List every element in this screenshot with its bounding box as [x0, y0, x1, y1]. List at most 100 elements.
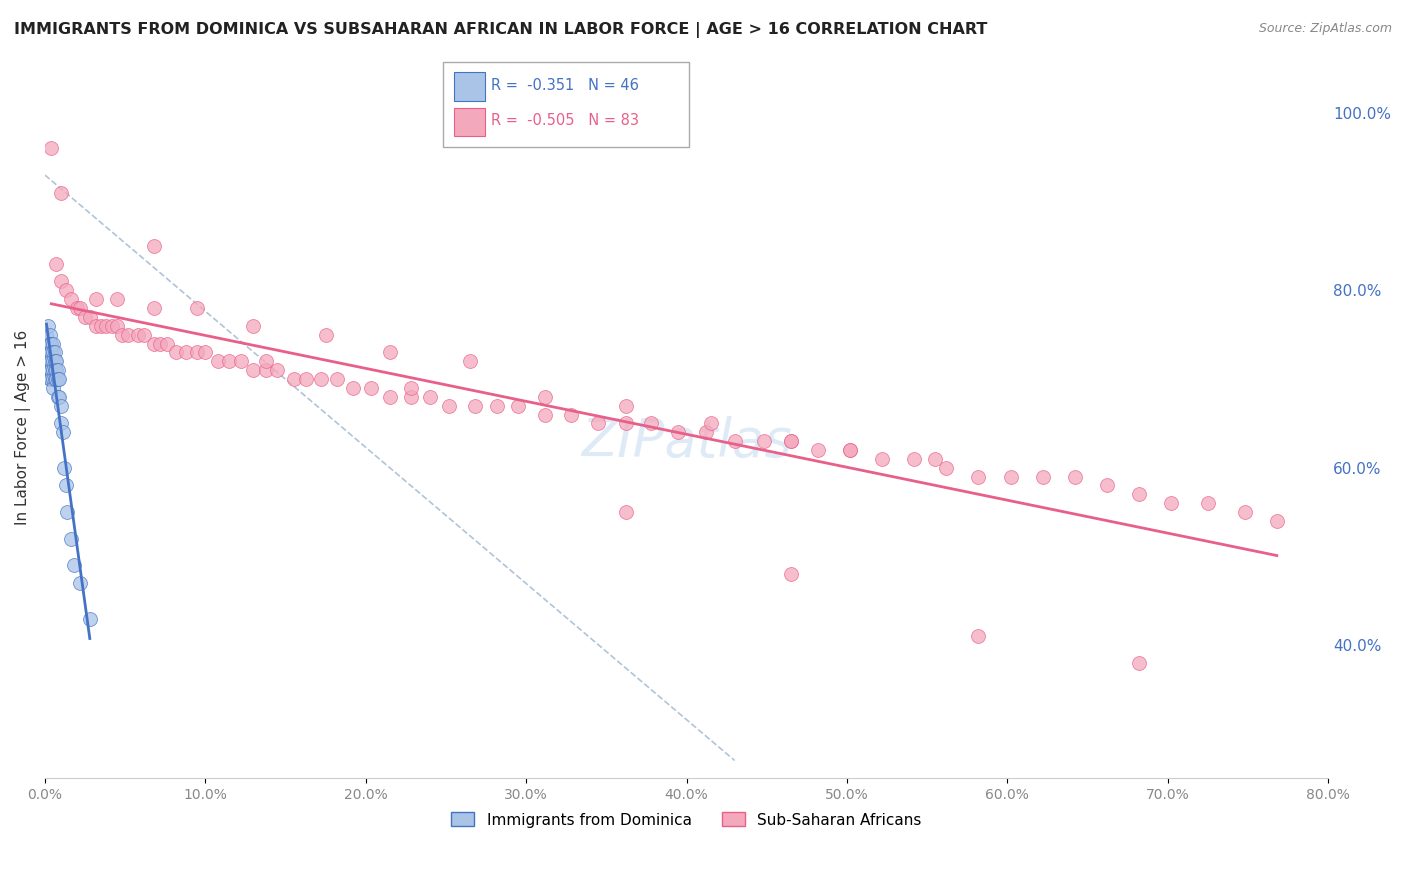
- Point: [534, 408, 557, 422]
- Point: [101, 318, 124, 333]
- Text: IMMIGRANTS FROM DOMINICA VS SUBSAHARAN AFRICAN IN LABOR FORCE | AGE > 16 CORRELA: IMMIGRANTS FROM DOMINICA VS SUBSAHARAN A…: [14, 22, 987, 38]
- Point: [207, 354, 229, 368]
- Point: [614, 417, 637, 431]
- Point: [242, 318, 264, 333]
- Point: [437, 399, 460, 413]
- Point: [935, 460, 957, 475]
- Point: [254, 363, 277, 377]
- Point: [1063, 469, 1085, 483]
- Point: [45, 363, 67, 377]
- Point: [186, 301, 208, 315]
- Point: [42, 336, 65, 351]
- Point: [38, 372, 60, 386]
- Point: [588, 417, 610, 431]
- Point: [506, 399, 529, 413]
- Point: [967, 469, 990, 483]
- Point: [614, 505, 637, 519]
- Point: [37, 336, 59, 351]
- Point: [111, 327, 134, 342]
- Point: [49, 417, 72, 431]
- Point: [79, 611, 101, 625]
- Point: [48, 390, 70, 404]
- Point: [127, 327, 149, 342]
- Point: [38, 327, 60, 342]
- Point: [165, 345, 187, 359]
- Point: [342, 381, 364, 395]
- Point: [69, 301, 91, 315]
- Point: [42, 363, 65, 377]
- Point: [44, 345, 66, 359]
- Point: [46, 390, 69, 404]
- Point: [55, 283, 77, 297]
- Point: [752, 434, 775, 449]
- Point: [42, 345, 65, 359]
- Point: [37, 318, 59, 333]
- Point: [38, 363, 60, 377]
- Point: [1095, 478, 1118, 492]
- Point: [668, 425, 690, 440]
- Point: [35, 345, 58, 359]
- Point: [1128, 656, 1150, 670]
- Point: [779, 434, 801, 449]
- Point: [486, 399, 509, 413]
- Point: [1265, 514, 1288, 528]
- Point: [156, 336, 179, 351]
- Point: [807, 442, 830, 457]
- Point: [39, 354, 62, 368]
- Point: [46, 363, 69, 377]
- Point: [55, 478, 77, 492]
- Point: [38, 354, 60, 368]
- Point: [45, 372, 67, 386]
- Point: [254, 354, 277, 368]
- Point: [38, 336, 60, 351]
- Point: [45, 257, 67, 271]
- Point: [266, 363, 288, 377]
- Point: [315, 327, 337, 342]
- Point: [143, 301, 166, 315]
- Point: [614, 399, 637, 413]
- Point: [59, 532, 82, 546]
- Point: [967, 629, 990, 643]
- Point: [44, 363, 66, 377]
- Text: ZIPatlas: ZIPatlas: [581, 416, 792, 467]
- Point: [44, 372, 66, 386]
- Point: [51, 425, 73, 440]
- Point: [66, 301, 89, 315]
- Point: [242, 363, 264, 377]
- Point: [283, 372, 305, 386]
- Point: [839, 442, 862, 457]
- Point: [143, 239, 166, 253]
- Point: [399, 381, 422, 395]
- Point: [924, 451, 946, 466]
- Point: [779, 434, 801, 449]
- Point: [1032, 469, 1054, 483]
- Point: [464, 399, 486, 413]
- Point: [378, 390, 401, 404]
- Point: [90, 318, 112, 333]
- Point: [143, 336, 166, 351]
- Point: [105, 292, 128, 306]
- Point: [295, 372, 318, 386]
- Point: [44, 354, 66, 368]
- Point: [1233, 505, 1256, 519]
- Point: [117, 327, 139, 342]
- Point: [149, 336, 172, 351]
- Point: [53, 460, 76, 475]
- Point: [39, 372, 62, 386]
- Point: [35, 327, 58, 342]
- Point: [134, 327, 156, 342]
- Point: [46, 372, 69, 386]
- Point: [84, 318, 107, 333]
- Point: [724, 434, 747, 449]
- Point: [59, 292, 82, 306]
- Point: [309, 372, 332, 386]
- Point: [39, 336, 62, 351]
- Point: [105, 318, 128, 333]
- Point: [42, 354, 65, 368]
- Point: [194, 345, 217, 359]
- Point: [49, 399, 72, 413]
- Point: [458, 354, 481, 368]
- Point: [1160, 496, 1182, 510]
- Point: [84, 292, 107, 306]
- Point: [695, 425, 717, 440]
